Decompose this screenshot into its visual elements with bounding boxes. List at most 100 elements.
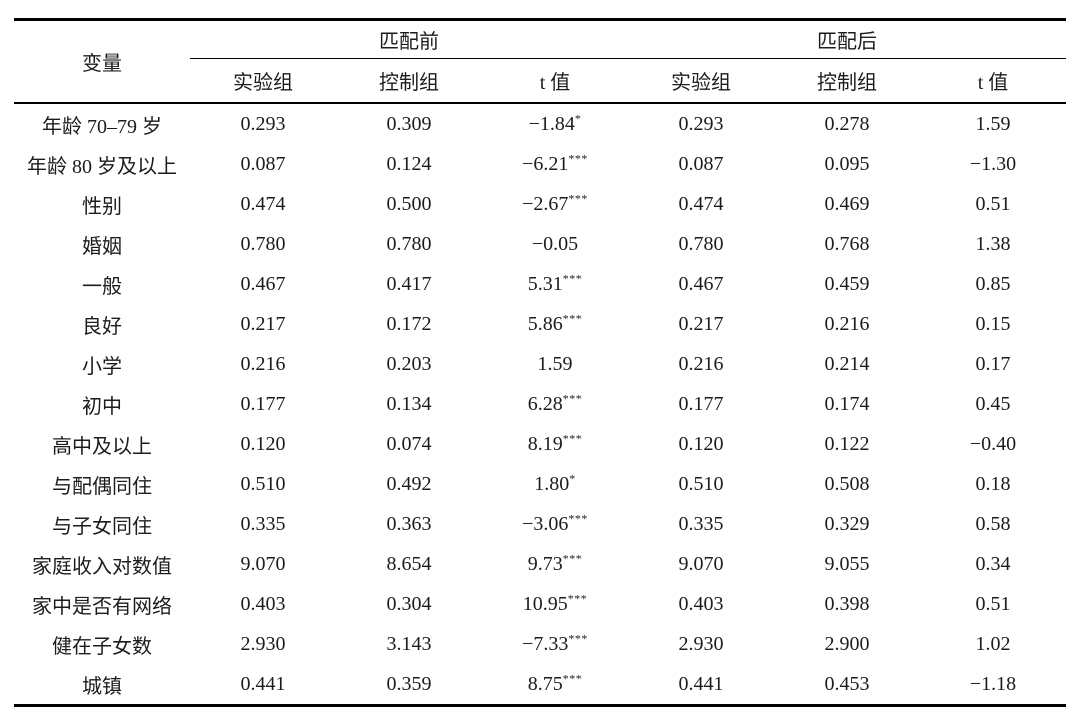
post-t-value-cell: 1.02 — [920, 624, 1066, 664]
group-header-pre-matching: 匹配前 — [190, 19, 628, 59]
post-t-value-cell: −0.40 — [920, 424, 1066, 464]
row-label-cell: 高中及以上 — [52, 435, 152, 458]
header-sub-row: 实验组 控制组 t 值 实验组 控制组 t 值 — [14, 58, 1066, 104]
t-value: 5.31 — [527, 272, 563, 295]
subheader-pre-control-group: 控制组 — [336, 58, 482, 104]
pre-treatment-value: 0.780 — [240, 232, 286, 255]
table-body: 年龄 70–79 岁 0.293 0.309 −1.84* 0.293 0.278 1.59… — [14, 103, 1066, 706]
pre-control-value: 3.143 — [386, 632, 432, 655]
t-value: 0.58 — [975, 512, 1011, 535]
subheader-post-treatment-group: 实验组 — [628, 58, 774, 104]
post-t-value-cell: 0.17 — [920, 344, 1066, 384]
post-t-value-cell: 0.45 — [920, 384, 1066, 424]
pre-control-value: 0.500 — [386, 192, 432, 215]
table-row: 年龄 70–79 岁 0.293 0.309 −1.84* 0.293 0.278 1.59 — [14, 103, 1066, 144]
pre-t-value-cell: 10.95*** — [482, 584, 628, 624]
row-label-cell: 城镇 — [82, 675, 122, 698]
pre-t-value-cell: 9.73*** — [482, 544, 628, 584]
post-treatment-value: 0.177 — [678, 392, 724, 415]
post-control-value: 0.122 — [824, 432, 870, 455]
t-value: 9.73 — [527, 552, 563, 575]
row-label-cell: 与配偶同住 — [52, 475, 152, 498]
post-control-value: 0.095 — [824, 152, 870, 175]
row-label-cell: 一般 — [82, 275, 122, 298]
t-value: 5.86 — [527, 312, 563, 335]
table-row: 一般 0.467 0.417 5.31*** 0.467 0.459 0.85 — [14, 264, 1066, 304]
post-treatment-value: 0.217 — [678, 312, 724, 335]
t-value: 1.59 — [537, 352, 573, 375]
t-value: −2.67 — [522, 192, 569, 215]
t-value: 0.15 — [975, 312, 1011, 335]
post-treatment-value: 0.120 — [678, 432, 724, 455]
post-control-value: 0.453 — [824, 672, 870, 695]
pre-treatment-value: 0.216 — [240, 352, 286, 375]
post-control-value: 0.214 — [824, 352, 870, 375]
variable-column-header: 变量 — [14, 19, 190, 104]
row-label-cell: 小学 — [82, 355, 122, 378]
row-label-cell: 初中 — [82, 395, 122, 418]
post-control-value: 0.398 — [824, 592, 870, 615]
post-t-value-cell: 0.18 — [920, 464, 1066, 504]
pre-t-value-cell: 1.59 — [482, 344, 628, 384]
t-value: −1.18 — [969, 672, 1017, 695]
pre-control-value: 0.359 — [386, 672, 432, 695]
post-control-value: 0.329 — [824, 512, 870, 535]
pre-control-value: 0.172 — [386, 312, 432, 335]
significance-stars: *** — [562, 390, 583, 405]
post-t-value-cell: −1.30 — [920, 144, 1066, 184]
post-treatment-value: 0.780 — [678, 232, 724, 255]
post-treatment-value: 0.087 — [678, 152, 724, 175]
t-value: −3.06 — [522, 512, 569, 535]
pre-t-value-cell: 8.75*** — [482, 664, 628, 706]
t-value: 1.80 — [534, 472, 570, 495]
t-value: 10.95 — [522, 592, 568, 615]
subheader-post-control-group: 控制组 — [774, 58, 920, 104]
table-row: 婚姻 0.780 0.780 −0.05 0.780 0.768 1.38 — [14, 224, 1066, 264]
pre-treatment-value: 0.293 — [240, 112, 286, 135]
table-row: 性别 0.474 0.500 −2.67*** 0.474 0.469 0.51 — [14, 184, 1066, 224]
t-value: 8.19 — [527, 432, 563, 455]
row-label-cell: 健在子女数 — [52, 635, 152, 658]
pre-treatment-value: 0.217 — [240, 312, 286, 335]
post-control-value: 2.900 — [824, 632, 870, 655]
t-value: −0.05 — [531, 232, 579, 255]
pre-treatment-value: 9.070 — [240, 552, 286, 575]
row-label-cell: 良好 — [82, 315, 122, 338]
post-control-value: 0.768 — [824, 232, 870, 255]
post-control-value: 9.055 — [824, 552, 870, 575]
significance-stars: *** — [568, 190, 588, 205]
t-value: −6.21 — [522, 152, 569, 175]
t-value: −0.40 — [969, 432, 1017, 455]
post-control-value: 0.459 — [824, 272, 870, 295]
pre-treatment-value: 0.120 — [240, 432, 286, 455]
table-row: 家中是否有网络 0.403 0.304 10.95*** 0.403 0.398 0.51 — [14, 584, 1066, 624]
post-t-value-cell: 0.58 — [920, 504, 1066, 544]
pre-treatment-value: 0.510 — [240, 472, 286, 495]
pre-control-value: 8.654 — [386, 552, 432, 575]
row-label-cell: 与子女同住 — [52, 515, 152, 538]
significance-stars: *** — [568, 630, 588, 645]
matching-balance-table: 变量 匹配前 匹配后 实验组 控制组 t 值 实验组 控制组 t 值 年龄 70… — [14, 18, 1066, 707]
t-value: 0.85 — [975, 272, 1011, 295]
table-row: 健在子女数 2.930 3.143 −7.33*** 2.930 2.900 1.02 — [14, 624, 1066, 664]
significance-stars: *** — [562, 270, 583, 285]
post-t-value-cell: 1.38 — [920, 224, 1066, 264]
pre-control-value: 0.124 — [386, 152, 432, 175]
pre-treatment-value: 0.467 — [240, 272, 286, 295]
post-treatment-value: 0.441 — [678, 672, 724, 695]
pre-treatment-value: 0.087 — [240, 152, 286, 175]
row-label-cell: 家中是否有网络 — [32, 595, 172, 618]
subheader-pre-t-value: t 值 — [482, 58, 628, 104]
pre-t-value-cell: −7.33*** — [482, 624, 628, 664]
t-value: 6.28 — [527, 392, 563, 415]
row-label-cell: 年龄 80 岁及以上 — [27, 155, 177, 178]
post-treatment-value: 0.216 — [678, 352, 724, 375]
table-row: 初中 0.177 0.134 6.28*** 0.177 0.174 0.45 — [14, 384, 1066, 424]
pre-t-value-cell: 8.19*** — [482, 424, 628, 464]
pre-control-value: 0.309 — [386, 112, 432, 135]
post-control-value: 0.174 — [824, 392, 870, 415]
table-row: 城镇 0.441 0.359 8.75*** 0.441 0.453 −1.18 — [14, 664, 1066, 706]
pre-t-value-cell: −3.06*** — [482, 504, 628, 544]
pre-treatment-value: 0.177 — [240, 392, 286, 415]
